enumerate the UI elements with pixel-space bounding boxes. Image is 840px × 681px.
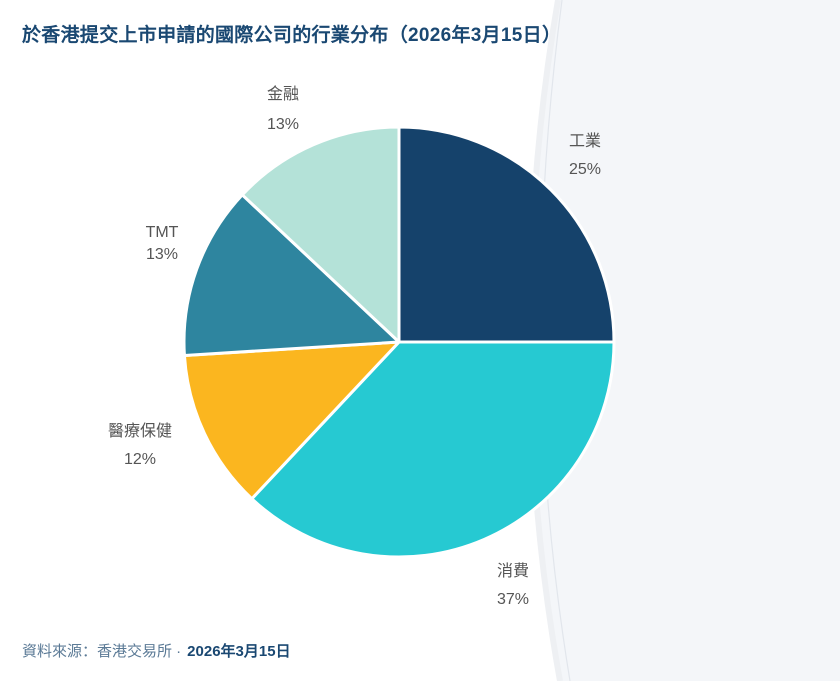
slice-consumer bbox=[250, 340, 616, 559]
slice-industrial bbox=[397, 125, 616, 344]
label-percent: 13% bbox=[266, 116, 300, 133]
label-name: 工業 bbox=[568, 133, 601, 150]
label-percent: 37% bbox=[496, 591, 530, 608]
label-tmt: TMT 13% bbox=[146, 222, 179, 266]
label-percent: 25% bbox=[568, 161, 602, 178]
label-consumer: 消費 37% bbox=[497, 558, 529, 614]
label-healthcare: 醫療保健 12% bbox=[108, 418, 172, 474]
label-name: 消費 bbox=[496, 563, 529, 580]
label-name: 醫療保健 bbox=[107, 423, 173, 440]
source-note: 資料來源：香港交易所 · 2026年3月15日 bbox=[22, 640, 291, 661]
source-label: 資料來源：香港交易所 · bbox=[22, 643, 182, 660]
label-name: TMT bbox=[145, 224, 179, 241]
label-industrial: 工業 25% bbox=[569, 128, 601, 184]
slice-tmt bbox=[182, 193, 401, 357]
slice-healthcare bbox=[182, 340, 401, 501]
label-finance: 金融 13% bbox=[267, 80, 299, 140]
label-percent: 12% bbox=[123, 451, 157, 468]
source-date: 2026年3月15日 bbox=[187, 643, 291, 660]
label-percent: 13% bbox=[145, 246, 179, 263]
chart-title: 於香港提交上市申請的國際公司的行業分布（2026年3月15日） bbox=[22, 25, 562, 46]
label-name: 金融 bbox=[266, 86, 299, 103]
slice-finance bbox=[240, 125, 401, 344]
